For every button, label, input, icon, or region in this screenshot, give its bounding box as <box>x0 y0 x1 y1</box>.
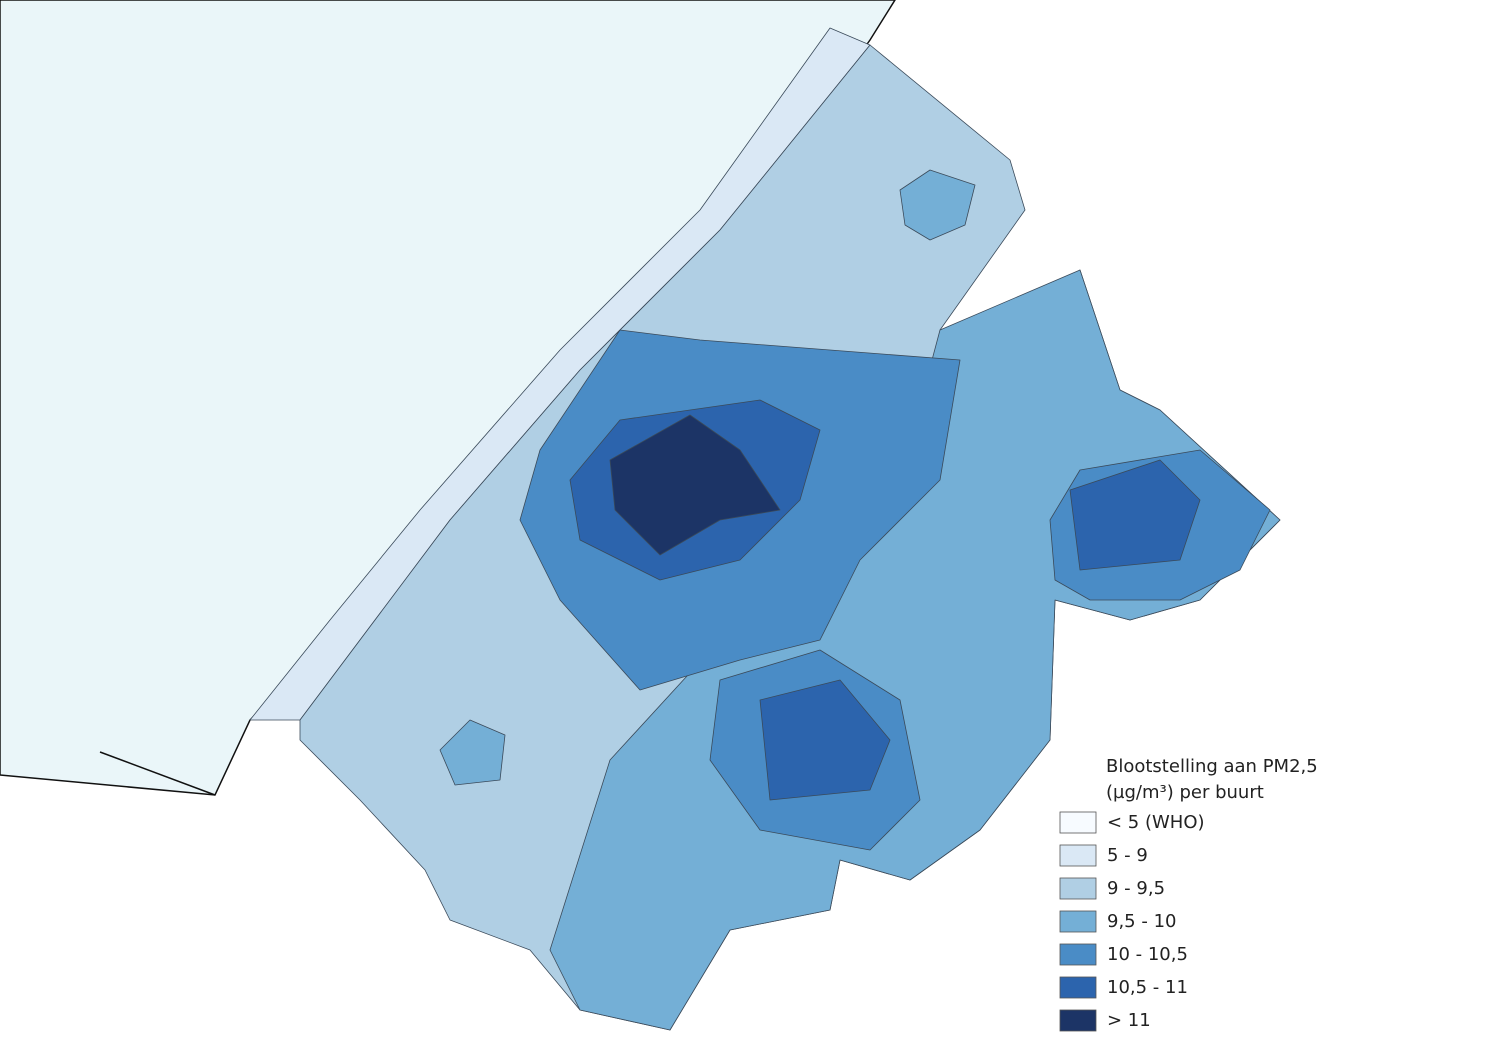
legend-label: 5 - 9 <box>1107 845 1148 866</box>
legend-swatch <box>1059 1009 1097 1032</box>
legend-label: 9 - 9,5 <box>1107 878 1165 899</box>
legend-swatch <box>1059 943 1097 966</box>
legend-label: 9,5 - 10 <box>1107 911 1176 932</box>
legend-label: 10,5 - 11 <box>1107 977 1188 998</box>
legend-swatch <box>1059 910 1097 933</box>
legend-swatch <box>1059 976 1097 999</box>
legend: Blootstelling aan PM2,5 (µg/m³) per buur… <box>1059 756 1318 1032</box>
legend-label: < 5 (WHO) <box>1107 812 1205 833</box>
coastline <box>99 751 216 796</box>
neighbourhood-area <box>439 719 506 786</box>
neighbourhood-area <box>609 414 781 556</box>
legend-swatch <box>1059 811 1097 834</box>
neighbourhood-area <box>1069 459 1201 571</box>
legend-label: 10 - 10,5 <box>1107 944 1188 965</box>
neighbourhood-area <box>549 269 1281 1031</box>
legend-title: Blootstelling aan PM2,5 <box>1106 756 1318 777</box>
legend-title: (µg/m³) per buurt <box>1106 782 1264 803</box>
neighbourhood-area <box>759 679 891 801</box>
neighbourhood-area <box>899 169 976 241</box>
legend-swatch <box>1059 844 1097 867</box>
map-areas <box>0 0 1281 1031</box>
legend-swatch <box>1059 877 1097 900</box>
legend-label: > 11 <box>1107 1010 1151 1031</box>
